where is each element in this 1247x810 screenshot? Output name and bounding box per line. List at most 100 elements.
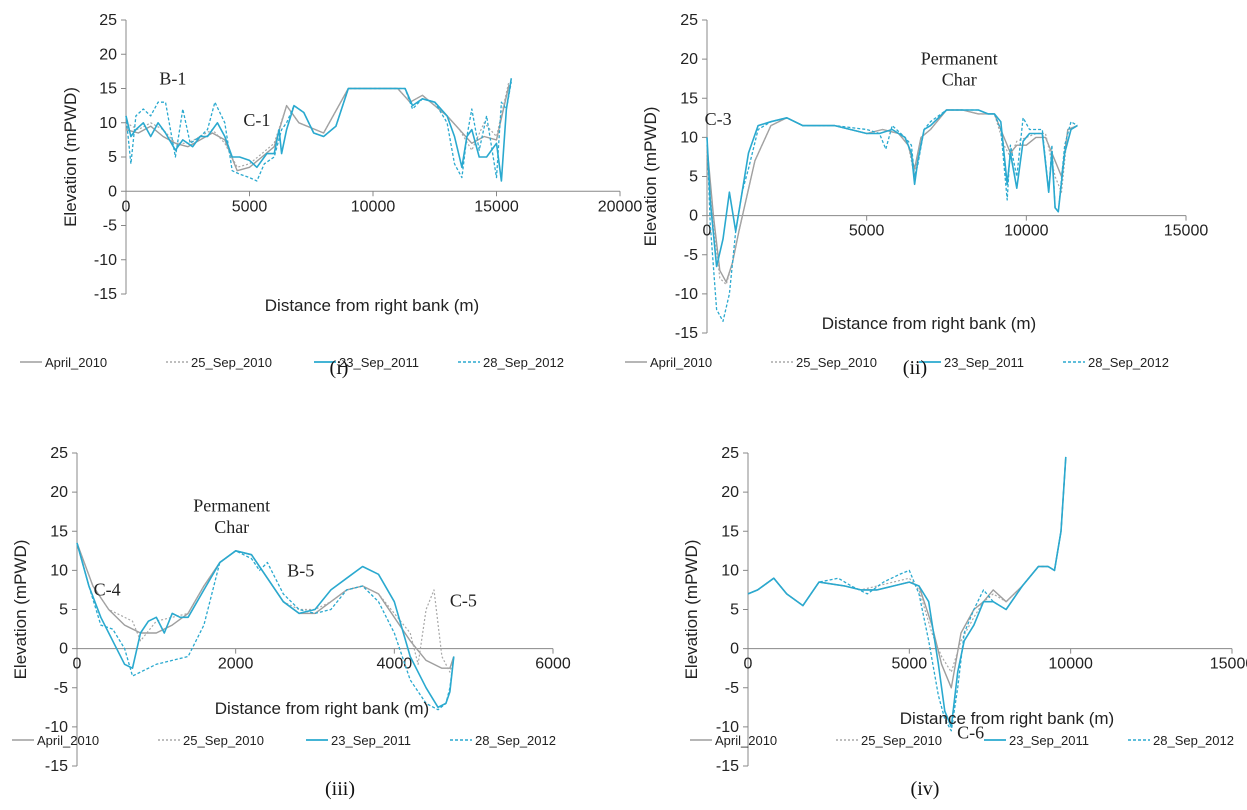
annotation-label: Permanent: [193, 496, 270, 516]
y-tick-label: -10: [716, 719, 739, 736]
y-tick-label: 5: [59, 602, 68, 619]
y-tick-label: 10: [680, 129, 698, 146]
chart-panel-iv: -15 -10 -5 0 5 10 15 20 25 0 5000 10000 15000 C-6Dist…: [682, 445, 1247, 800]
panel-caption: (iv): [911, 778, 940, 800]
y-tick-label: 20: [50, 484, 68, 501]
legend-entry-label: 25_Sep_2010: [191, 355, 272, 370]
annotation-label: C-6: [957, 723, 984, 743]
legend-entry-label: 28_Sep_2012: [1088, 355, 1169, 370]
x-tick-label: 10000: [351, 198, 396, 215]
y-tick-label: -10: [675, 286, 698, 303]
y-tick-label: -10: [45, 719, 68, 736]
series-line-23-sep-2011: [747, 456, 1067, 728]
y-tick-label: 10: [721, 562, 739, 579]
x-tick-label: 4000: [377, 656, 413, 673]
legend-entry-label: 25_Sep_2010: [796, 355, 877, 370]
series-line-april-2010: [76, 542, 455, 669]
y-tick-label: 0: [59, 641, 68, 658]
x-axis-label: Distance from right bank (m): [822, 314, 1036, 333]
y-tick-label: -15: [675, 325, 698, 342]
y-tick-label: -15: [716, 758, 739, 775]
panel-caption: (ii): [903, 357, 927, 379]
legend-entry-label: 25_Sep_2010: [183, 733, 264, 748]
series-line-28-sep-2012: [125, 81, 512, 182]
annotation-label: B-5: [287, 561, 314, 581]
y-tick-label: 20: [680, 51, 698, 68]
y-tick-label: 15: [99, 81, 117, 98]
x-tick-label: 10000: [1048, 656, 1093, 673]
y-tick-label: 5: [108, 149, 117, 166]
y-tick-label: 10: [99, 115, 117, 132]
y-tick-label: 0: [730, 641, 739, 658]
legend-entry-label: 28_Sep_2012: [475, 733, 556, 748]
x-tick-label: 0: [122, 198, 131, 215]
legend-entry-label: April_2010: [45, 355, 107, 370]
legend-entry-label: 28_Sep_2012: [1153, 733, 1234, 748]
legend: April_2010 25_Sep_2010 23_Sep_2011 28_Sep_2…: [20, 355, 564, 370]
annotation-label: C-5: [450, 590, 477, 610]
series-line-23-sep-2011: [125, 78, 513, 182]
y-tick-label: -15: [45, 758, 68, 775]
series-line-april-2010: [747, 456, 1067, 689]
x-tick-label: 5000: [892, 656, 928, 673]
x-tick-label: 5000: [849, 223, 885, 240]
legend-entry-label: 23_Sep_2011: [339, 355, 419, 370]
series-line-april-2010: [706, 109, 1078, 283]
panel-caption: (iii): [325, 778, 355, 800]
y-tick-label: -15: [94, 286, 117, 303]
annotation-label: B-1: [159, 68, 186, 88]
y-tick-label: 0: [689, 208, 698, 225]
y-tick-label: -10: [94, 252, 117, 269]
x-tick-label: 0: [703, 223, 712, 240]
legend-entry-label: April_2010: [37, 733, 99, 748]
legend: April_2010 25_Sep_2010 23_Sep_2011 28_Sep_2…: [625, 355, 1169, 370]
y-tick-label: 15: [680, 90, 698, 107]
x-tick-label: 15000: [474, 198, 519, 215]
x-tick-label: 15000: [1210, 656, 1247, 673]
y-tick-label: 20: [721, 484, 739, 501]
x-tick-label: 0: [744, 656, 753, 673]
x-axis-label: Distance from right bank (m): [265, 296, 479, 315]
y-axis-label: Elevation (mPWD): [682, 540, 701, 680]
series-line-28-sep-2012: [706, 109, 1078, 322]
x-tick-label: 6000: [535, 656, 571, 673]
legend: April_2010 25_Sep_2010 23_Sep_2011 28_Sep_2…: [12, 733, 556, 748]
legend-entry-label: 23_Sep_2011: [944, 355, 1024, 370]
chart-panel-iii: -15 -10 -5 0 5 10 15 20 25 0 2000 4000 6000 Permanent…: [11, 445, 571, 800]
series-line-28-sep-2012: [747, 456, 1067, 732]
y-tick-label: 25: [99, 12, 117, 29]
annotation-label: C-1: [243, 110, 270, 130]
legend-entry-label: 25_Sep_2010: [861, 733, 942, 748]
x-axis-label: Distance from right bank (m): [900, 709, 1114, 728]
annotation-label: Char: [942, 70, 977, 90]
series-line-23-sep-2011: [706, 109, 1078, 268]
y-tick-label: -5: [725, 680, 739, 697]
x-tick-label: 15000: [1164, 223, 1209, 240]
annotation-label: C-3: [705, 109, 732, 129]
annotation-label: Char: [214, 517, 249, 537]
x-tick-label: 10000: [1004, 223, 1049, 240]
chart-panel-i: -15 -10 -5 0 5 10 15 20 25 0 5000 10000 15000 20000 B-…: [20, 12, 642, 379]
y-tick-label: 25: [680, 12, 698, 29]
y-tick-label: -5: [103, 218, 117, 235]
series-line-25-sep-2010: [706, 109, 1078, 286]
y-tick-label: 25: [721, 445, 739, 462]
legend: April_2010 25_Sep_2010 23_Sep_2011 28_Sep_2…: [690, 733, 1234, 748]
series-line-25-sep-2010: [76, 542, 455, 673]
y-axis-label: Elevation (mPWD): [61, 87, 80, 227]
y-tick-label: 5: [730, 602, 739, 619]
x-tick-label: 2000: [218, 656, 254, 673]
panel-caption: (i): [330, 357, 349, 379]
y-tick-label: 25: [50, 445, 68, 462]
legend-entry-label: 23_Sep_2011: [1009, 733, 1089, 748]
y-tick-label: -5: [54, 680, 68, 697]
y-tick-label: 20: [99, 46, 117, 63]
x-tick-label: 0: [73, 656, 82, 673]
y-tick-label: -5: [684, 247, 698, 264]
series-line-25-sep-2010: [125, 81, 510, 168]
y-tick-label: 5: [689, 169, 698, 186]
y-axis-label: Elevation (mPWD): [11, 540, 30, 680]
x-tick-label: 5000: [232, 198, 268, 215]
legend-entry-label: 23_Sep_2011: [331, 733, 411, 748]
